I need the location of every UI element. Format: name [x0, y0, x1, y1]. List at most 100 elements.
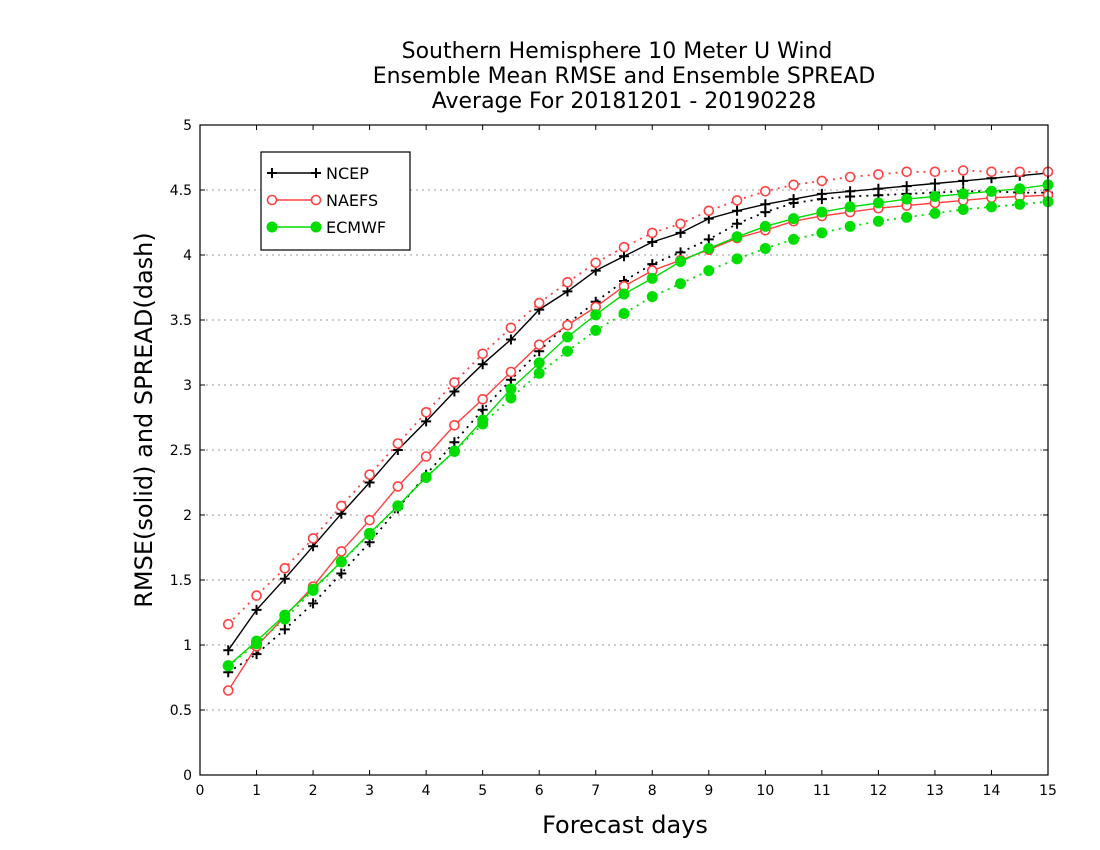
- naefs-spread-point: [279, 562, 291, 574]
- naefs-spread-point: [1014, 166, 1026, 178]
- x-tick-label: 10: [756, 783, 774, 799]
- y-tick-label: 4.5: [170, 183, 192, 199]
- legend-marker-ecmwf: [310, 221, 322, 233]
- x-tick-label: 12: [869, 783, 887, 799]
- legend: NCEP NAEFS ECMWF: [260, 151, 411, 251]
- chart-title-line-3: Average For 20181201 - 20190228: [432, 89, 817, 114]
- ncep-spread-point: [732, 218, 743, 229]
- ecmwf-spread-point: [844, 220, 856, 232]
- grid-lines: [200, 189, 1048, 711]
- chart-title-line-1: Southern Hemisphere 10 Meter U Wind: [402, 39, 833, 64]
- ncep-rmse-point: [732, 205, 743, 216]
- ecmwf-spread-point: [816, 227, 828, 239]
- x-tick-label: 3: [365, 783, 374, 799]
- naefs-rmse-point: [364, 514, 375, 526]
- x-tick-label: 9: [704, 783, 713, 799]
- y-axis-label: RMSE(solid) and SPREAD(dash): [130, 232, 158, 608]
- ncep-spread-line: [227, 190, 1048, 674]
- ecmwf-spread-point: [420, 471, 432, 483]
- ecmwf-spread-point: [759, 243, 771, 254]
- ncep-rmse-point: [223, 645, 234, 656]
- naefs-rmse-point: [336, 546, 347, 557]
- ncep-rmse-point: [675, 227, 686, 238]
- ecmwf-spread-point: [788, 233, 800, 245]
- naefs-spread-point: [929, 166, 941, 178]
- ecmwf-rmse-point: [618, 288, 630, 300]
- naefs-spread-point: [590, 257, 602, 269]
- naefs-spread-point: [420, 406, 432, 418]
- naefs-spread-point: [703, 205, 715, 217]
- chart-title-line-2: Ensemble Mean RMSE and Ensemble SPREAD: [373, 64, 876, 89]
- naefs-rmse-point: [477, 393, 488, 405]
- y-tick-label: 3: [183, 378, 192, 394]
- ecmwf-spread-point: [222, 660, 234, 672]
- ecmwf-spread-point: [985, 201, 997, 213]
- naefs-rmse-point: [449, 419, 460, 431]
- legend-label-ecmwf: ECMWF: [326, 218, 386, 237]
- series-group: [222, 165, 1054, 696]
- y-tick-label: 1: [183, 638, 192, 654]
- naefs-spread-point: [251, 590, 262, 601]
- naefs-spread-point: [675, 218, 686, 230]
- ncep-spread-point: [336, 568, 347, 579]
- ecmwf-rmse-point: [731, 231, 743, 243]
- legend-marker-ncep: [267, 168, 277, 178]
- y-tick-label: 4: [183, 248, 192, 264]
- ecmwf-spread-point: [279, 613, 291, 625]
- ncep-spread-point: [760, 207, 771, 218]
- series-ecmwf: [222, 179, 1054, 672]
- naefs-spread-point: [957, 165, 969, 176]
- x-tick-label: 5: [478, 783, 487, 799]
- ecmwf-spread-point: [731, 253, 743, 265]
- y-tick-label: 2: [183, 508, 192, 524]
- x-tick-label: 15: [1039, 783, 1057, 799]
- naefs-spread-point: [986, 166, 997, 178]
- x-tick-label: 6: [535, 783, 544, 799]
- legend-marker-naefs: [266, 194, 278, 206]
- naefs-spread-point: [760, 186, 771, 197]
- naefs-rmse-point: [222, 685, 234, 696]
- ncep-spread-point: [845, 191, 856, 202]
- naefs-spread-point: [392, 438, 404, 449]
- axis-ticks: 00.511.522.533.544.550 1 2 3 4 5 6 7 8 9 10 11 12 13 1…: [170, 118, 1057, 799]
- x-tick-label: 0: [196, 783, 205, 799]
- ecmwf-rmse-point: [788, 213, 800, 225]
- ncep-spread-point: [703, 234, 714, 245]
- ecmwf-rmse-point: [703, 243, 715, 254]
- ecmwf-rmse-point: [985, 185, 997, 197]
- naefs-rmse-point: [562, 319, 573, 331]
- ncep-spread-point: [477, 404, 488, 415]
- naefs-spread-point: [646, 227, 658, 239]
- ncep-spread-point: [308, 598, 319, 609]
- ecmwf-spread-point: [533, 367, 545, 379]
- y-tick-label: 2.5: [170, 443, 192, 459]
- x-tick-label: 4: [422, 783, 431, 799]
- y-tick-label: 0: [183, 768, 192, 784]
- ecmwf-spread-point: [703, 265, 715, 277]
- ecmwf-spread-point: [618, 308, 630, 319]
- legend-marker-naefs: [310, 194, 322, 206]
- naefs-rmse-point: [420, 451, 432, 462]
- ecmwf-spread-point: [872, 215, 884, 227]
- y-tick-label: 3.5: [170, 313, 192, 329]
- ecmwf-spread-point: [901, 211, 913, 223]
- ecmwf-rmse-point: [590, 309, 602, 321]
- legend-marker-ecmwf: [266, 221, 278, 233]
- ecmwf-rmse-point: [1014, 183, 1026, 195]
- ecmwf-spread-point: [307, 584, 319, 596]
- ncep-spread-point: [279, 624, 290, 635]
- ncep-rmse-point: [562, 286, 573, 297]
- ecmwf-spread-point: [392, 500, 404, 512]
- ecmwf-spread-point: [1014, 198, 1026, 210]
- ecmwf-spread-point: [675, 278, 687, 290]
- naefs-spread-point: [307, 533, 319, 544]
- naefs-spread-point: [816, 175, 828, 187]
- ecmwf-spread-point: [477, 418, 489, 430]
- naefs-spread-point: [222, 618, 234, 630]
- x-tick-label: 7: [591, 783, 600, 799]
- naefs-rmse-point: [533, 339, 545, 351]
- legend-marker-ncep: [311, 168, 321, 178]
- legend-box: [260, 151, 411, 251]
- legend-label-naefs: NAEFS: [326, 191, 378, 210]
- ecmwf-spread-point: [335, 556, 347, 568]
